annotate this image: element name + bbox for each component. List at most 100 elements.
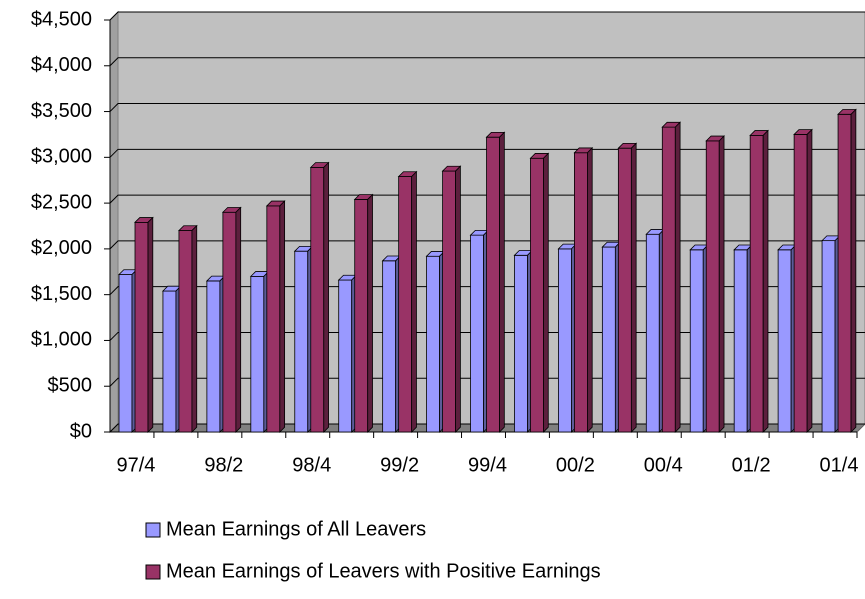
bar: [749, 129, 769, 433]
bar-front: [178, 230, 193, 433]
bar: [134, 216, 154, 433]
bar: [617, 142, 638, 433]
bar-front: [486, 136, 500, 433]
bar-front: [601, 246, 616, 433]
bar-side: [367, 193, 373, 433]
bar: [118, 268, 138, 433]
grid-segment: [109, 240, 865, 250]
grid-segment: [109, 11, 865, 21]
x-tick-label: 01/4: [820, 454, 859, 476]
grid-segment: [109, 103, 865, 112]
bar: [221, 206, 242, 433]
bar-side: [630, 142, 637, 433]
bar: [265, 200, 286, 433]
bar: [177, 224, 198, 433]
bar-side: [674, 121, 681, 433]
bar: [469, 229, 490, 433]
bar: [601, 241, 622, 433]
bar: [309, 161, 330, 433]
legend-label: Mean Earnings of Leavers with Positive E…: [166, 560, 601, 582]
bar: [777, 244, 797, 433]
bar: [705, 135, 726, 433]
bar-side: [455, 165, 461, 433]
bar-side: [806, 128, 813, 433]
bar-front: [514, 254, 528, 433]
bar: [821, 234, 841, 433]
y-tick-label: $4,000: [31, 54, 92, 76]
x-tick-label: 00/4: [644, 454, 683, 476]
y-tick-label: $3,500: [31, 100, 92, 122]
bar-side: [411, 170, 417, 433]
bar-front: [250, 275, 265, 433]
bar-front: [705, 140, 720, 433]
bar-front: [530, 157, 544, 433]
bar-side: [587, 146, 593, 433]
bar: [161, 285, 182, 433]
bar-side: [147, 216, 154, 433]
y-tick-label: $3,000: [31, 146, 92, 168]
bar-side: [235, 206, 242, 433]
bar-front: [617, 147, 632, 433]
bar-front: [645, 233, 660, 433]
bar-side: [499, 131, 505, 433]
bar: [661, 121, 682, 433]
bar-front: [426, 255, 440, 433]
grid-line: [109, 194, 865, 204]
bar: [645, 228, 666, 433]
bar-front: [134, 221, 149, 433]
x-tick-label: 98/2: [204, 454, 243, 476]
y-tick-label: $2,000: [31, 237, 92, 259]
bar-front: [354, 199, 369, 433]
bar-front: [222, 211, 237, 433]
x-tick-label: 00/2: [556, 454, 595, 476]
bar: [733, 244, 753, 433]
bar-front: [118, 274, 133, 433]
legend-label: Mean Earnings of All Leavers: [166, 518, 426, 540]
x-tick-label: 99/2: [380, 454, 419, 476]
bar: [249, 270, 270, 433]
bar-front: [821, 240, 836, 433]
y-tick-label: $0: [70, 420, 92, 442]
bar-front: [382, 260, 397, 433]
bar-side: [191, 224, 198, 433]
x-tick-label: 97/4: [117, 454, 156, 476]
bar-front: [733, 249, 748, 433]
x-tick-label: 01/2: [732, 454, 771, 476]
y-tick-label: $1,500: [31, 283, 92, 305]
bar-side: [718, 135, 725, 433]
bar: [837, 108, 857, 433]
legend-swatch: [145, 564, 161, 580]
grid-line: [109, 240, 865, 250]
y-tick-label: $4,500: [31, 8, 92, 30]
bar-side: [323, 161, 329, 433]
bar-front: [162, 290, 177, 433]
bar-front: [777, 249, 792, 433]
bar-side: [543, 152, 549, 433]
grid-segment: [109, 148, 865, 158]
bar: [513, 249, 534, 433]
bar-front: [294, 250, 309, 433]
grid-line: [109, 103, 865, 112]
grid-line: [109, 148, 865, 158]
bar-front: [310, 167, 325, 433]
bar-side: [850, 108, 857, 433]
bar-front: [574, 152, 588, 433]
x-tick-label: 99/4: [468, 454, 507, 476]
bar-front: [398, 176, 413, 433]
bar-front: [206, 280, 221, 433]
bar: [337, 274, 358, 433]
bar-front: [689, 249, 704, 433]
bar: [397, 170, 418, 433]
y-tick-label: $1,000: [31, 329, 92, 351]
legend-swatch: [145, 522, 161, 538]
bar: [381, 255, 402, 433]
side-wall: [109, 10, 119, 434]
bar: [573, 146, 594, 433]
y-tick-label: $500: [48, 375, 93, 397]
bar: [793, 128, 813, 433]
y-tick-label: $2,500: [31, 191, 92, 213]
x-tick-label: 98/4: [292, 454, 331, 476]
bar: [485, 131, 506, 433]
